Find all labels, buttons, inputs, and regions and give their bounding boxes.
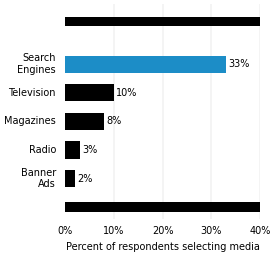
Text: 10%: 10%: [116, 88, 138, 98]
Bar: [65, 56, 226, 73]
Bar: [65, 84, 114, 101]
Bar: [65, 141, 79, 158]
Text: 8%: 8%: [106, 116, 122, 126]
Bar: [65, 202, 260, 212]
Bar: [65, 113, 104, 130]
Bar: [65, 170, 75, 187]
Text: 33%: 33%: [229, 59, 250, 69]
Text: 2%: 2%: [77, 174, 92, 184]
Text: 3%: 3%: [82, 145, 97, 155]
Bar: [65, 17, 260, 26]
X-axis label: Percent of respondents selecting media: Percent of respondents selecting media: [66, 242, 260, 252]
